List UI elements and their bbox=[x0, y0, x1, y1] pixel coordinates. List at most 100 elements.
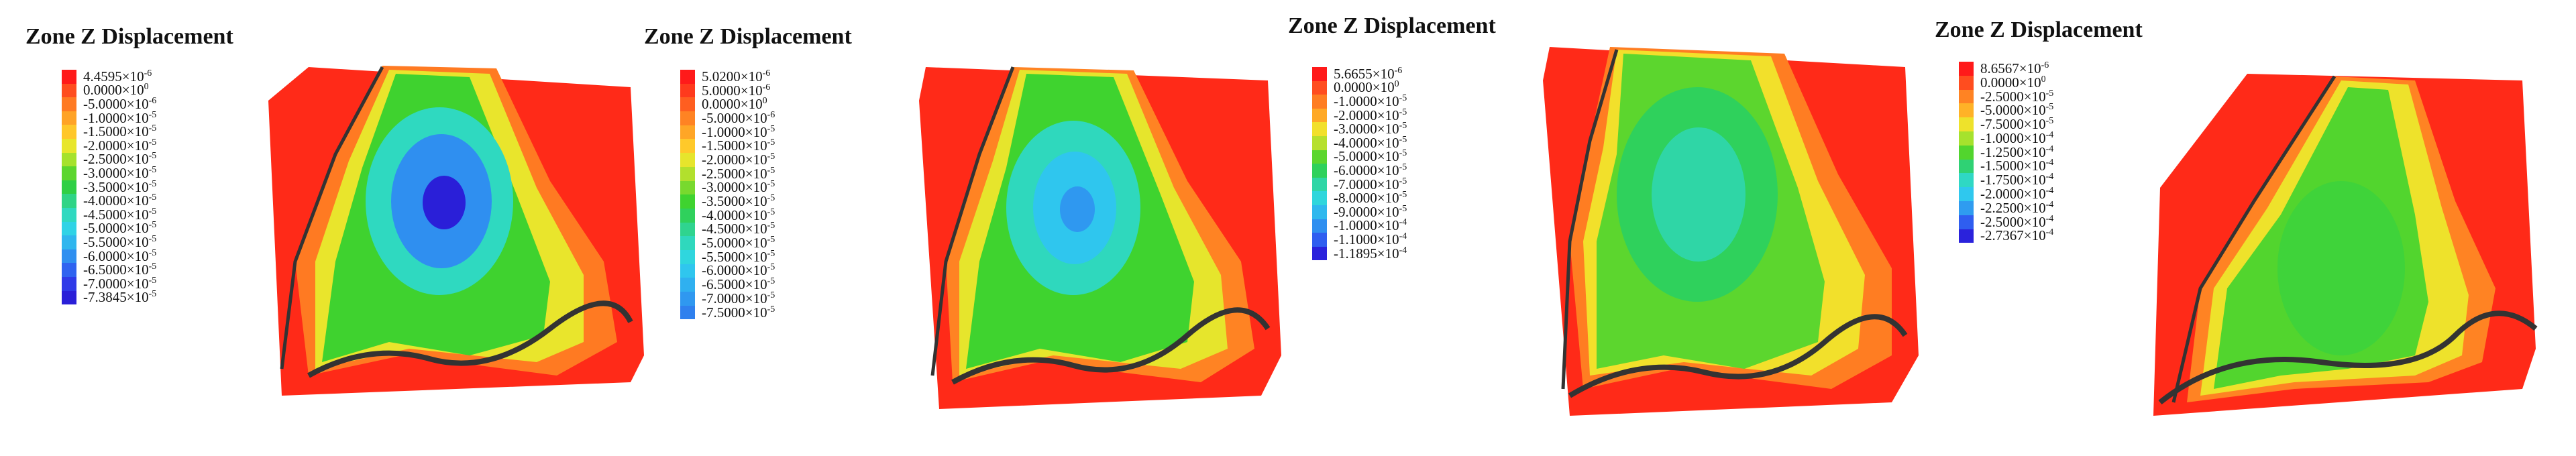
legend-entry: -2.0000×10-4 bbox=[1959, 186, 2053, 203]
legend-entry: -6.5000×10-5 bbox=[680, 276, 775, 293]
legend-swatch bbox=[1959, 89, 1974, 104]
legend-swatch bbox=[1959, 62, 1974, 76]
legend-entry: -5.5000×10-5 bbox=[680, 249, 775, 265]
legend-swatch bbox=[680, 249, 695, 264]
legend-label-exponent: -5 bbox=[2045, 88, 2054, 99]
legend-label-exponent: -5 bbox=[1399, 134, 1407, 145]
legend-label-mantissa: -1.0000×10 bbox=[1334, 217, 1399, 234]
legend-label-exponent: -5 bbox=[148, 109, 157, 120]
legend-label-exponent: -5 bbox=[1399, 107, 1407, 117]
legend-entry: -3.5000×10-5 bbox=[62, 179, 156, 196]
legend-label: -3.0000×10-5 bbox=[83, 165, 156, 182]
legend-swatch bbox=[62, 221, 76, 236]
legend-label: -1.0000×10-5 bbox=[83, 110, 156, 127]
legend-entry: -2.7367×10-4 bbox=[1959, 227, 2054, 244]
legend-entry: -4.0000×10-5 bbox=[1312, 135, 1407, 152]
legend-label-mantissa: -5.0000×10 bbox=[1334, 148, 1399, 165]
legend-entry: -4.5000×10-5 bbox=[680, 221, 775, 237]
legend-label-exponent: -5 bbox=[1399, 93, 1407, 103]
legend-swatch bbox=[1312, 191, 1327, 205]
legend-entry: -1.5000×10-4 bbox=[1959, 158, 2053, 174]
legend-label-mantissa: -1.1000×10 bbox=[1334, 231, 1399, 247]
legend-entry: -6.0000×10-5 bbox=[62, 248, 156, 265]
legend-label-exponent: -6 bbox=[148, 95, 157, 106]
legend-label: 0.0000×100 bbox=[83, 82, 149, 99]
legend-entry: -5.0000×10-5 bbox=[680, 235, 775, 251]
legend-swatch bbox=[62, 111, 76, 125]
legend-swatch bbox=[680, 139, 695, 154]
legend-entry: 5.0200×10-6 bbox=[680, 68, 775, 84]
legend-entry: -3.0000×10-5 bbox=[1312, 121, 1407, 137]
legend-label-exponent: -5 bbox=[767, 221, 775, 231]
legend-swatch bbox=[1959, 117, 1974, 131]
legend-swatch bbox=[1312, 219, 1327, 233]
legend-label: -6.5000×10-5 bbox=[83, 262, 156, 278]
legend-entry: 0.0000×100 bbox=[680, 96, 775, 112]
legend-label-exponent: -5 bbox=[767, 304, 775, 315]
legend-label: -2.0000×10-4 bbox=[1980, 186, 2053, 203]
legend-label-exponent: -5 bbox=[1399, 162, 1407, 172]
legend-swatch bbox=[1959, 75, 1974, 90]
legend-label: -2.2500×10-4 bbox=[1980, 200, 2053, 217]
legend-label: -9.0000×10-5 bbox=[1334, 204, 1407, 221]
legend-swatch bbox=[680, 194, 695, 209]
legend-label-exponent: -6 bbox=[767, 109, 775, 120]
legend-swatch bbox=[62, 263, 76, 277]
legend-entry: -1.1000×10-4 bbox=[1312, 231, 1407, 247]
legend-label-mantissa: 0.0000×10 bbox=[1334, 79, 1395, 96]
legend-label-mantissa: 0.0000×10 bbox=[1980, 74, 2041, 91]
legend-label: -2.0000×10-5 bbox=[1334, 107, 1407, 124]
legend-entry: -1.1895×10-4 bbox=[1312, 245, 1407, 262]
legend-label-mantissa: -6.0000×10 bbox=[1334, 162, 1399, 178]
legend-label: -3.5000×10-5 bbox=[83, 179, 156, 196]
legend-label: -6.0000×10-5 bbox=[83, 248, 156, 265]
legend-label-exponent: -5 bbox=[767, 290, 775, 300]
model-fault-line bbox=[2158, 310, 2538, 405]
legend-swatch bbox=[62, 249, 76, 264]
legend-label-exponent: -5 bbox=[148, 151, 157, 162]
legend-label-exponent: -4 bbox=[2045, 186, 2054, 196]
legend-label: -4.0000×10-5 bbox=[702, 207, 775, 224]
legend-swatch bbox=[1959, 173, 1974, 188]
legend-label-mantissa: 5.6655×10 bbox=[1334, 65, 1395, 82]
legend-label-exponent: -5 bbox=[767, 137, 775, 148]
legend-label-exponent: -4 bbox=[1399, 231, 1407, 241]
legend-entry: -5.0000×10-5 bbox=[1959, 102, 2053, 118]
legend-label-mantissa: -7.5000×10 bbox=[702, 304, 767, 321]
model-fault-line bbox=[951, 307, 1271, 385]
legend-label-exponent: -5 bbox=[767, 276, 775, 287]
legend-label: -5.0000×10-5 bbox=[83, 220, 156, 237]
legend-label-exponent: -5 bbox=[148, 289, 157, 300]
legend-label-mantissa: -1.5000×10 bbox=[702, 137, 767, 154]
legend-entry: -2.5000×10-5 bbox=[1959, 88, 2054, 105]
legend-entry: -1.5000×10-5 bbox=[62, 123, 156, 139]
legend-label-mantissa: -2.0000×10 bbox=[1980, 186, 2046, 203]
legend-entry: -7.0000×10-5 bbox=[1312, 176, 1407, 192]
legend-label-exponent: -5 bbox=[767, 193, 775, 204]
legend-label-mantissa: -6.5000×10 bbox=[702, 276, 767, 293]
legend-swatch bbox=[680, 278, 695, 292]
legend-entry: -6.5000×10-5 bbox=[62, 262, 156, 278]
legend-label-exponent: -5 bbox=[1399, 148, 1407, 159]
legend-swatch bbox=[1959, 145, 1974, 160]
legend-label-exponent: -4 bbox=[2045, 227, 2054, 238]
legend-swatch bbox=[680, 97, 695, 112]
legend-label: -4.0000×10-5 bbox=[1334, 135, 1407, 152]
legend-swatch bbox=[1312, 135, 1327, 150]
legend-label: -7.3845×10-5 bbox=[83, 289, 156, 306]
legend-label-exponent: 0 bbox=[2041, 74, 2046, 84]
legend-entry: -1.2500×10-4 bbox=[1959, 144, 2053, 160]
legend-label-mantissa: -1.5000×10 bbox=[1980, 158, 2046, 174]
legend-label: 4.4595×10-6 bbox=[83, 68, 152, 85]
legend-entry: -1.7500×10-4 bbox=[1959, 172, 2053, 188]
legend-label-mantissa: -9.0000×10 bbox=[1334, 203, 1399, 220]
model-fault-line bbox=[1568, 314, 1908, 398]
model-zone-green2 bbox=[2277, 181, 2405, 355]
legend-entry: -5.5000×10-5 bbox=[62, 233, 157, 250]
legend-label: 0.0000×100 bbox=[1334, 79, 1399, 96]
legend-label-exponent: -5 bbox=[148, 233, 157, 244]
legend-entry: -5.0000×10-6 bbox=[62, 95, 157, 112]
legend-entry: 0.0000×100 bbox=[1312, 79, 1407, 96]
legend-label-mantissa: -2.7367×10 bbox=[1980, 227, 2046, 244]
panel-2-model bbox=[919, 66, 1281, 409]
